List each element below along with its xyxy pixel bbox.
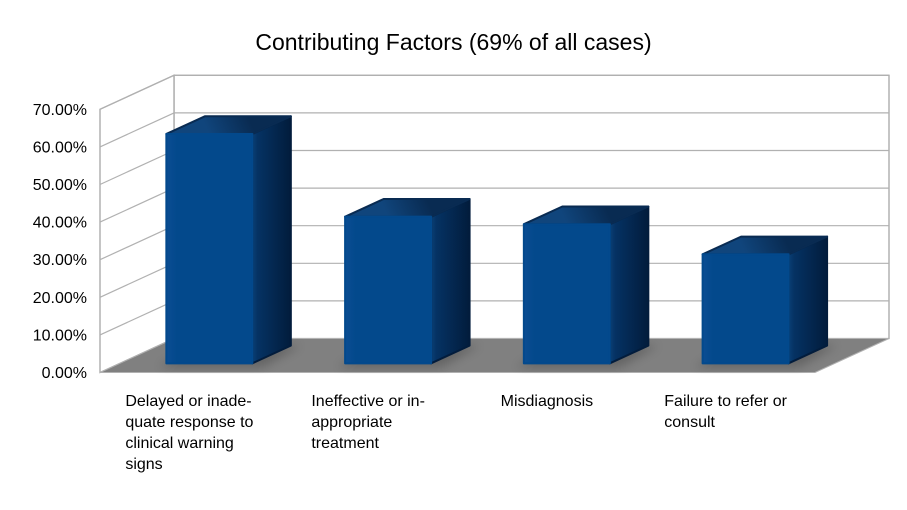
gridline-left-wall [99,112,175,148]
bar-side-face [251,115,292,365]
category-label: Misdiagnosis [500,393,594,410]
y-axis-tick-label: 20.00% [33,290,87,307]
bar-front-face [165,132,254,365]
gridline-left-wall [99,149,175,186]
y-axis-tick-label: 70.00% [33,102,87,119]
bar-side-face [430,198,471,365]
bar-front-face [344,215,433,365]
y-axis-tick-label: 10.00% [33,327,87,344]
bar-side-face [608,205,650,365]
left-wall [99,74,175,374]
bar-side-face [787,235,829,365]
gridline-left-wall [99,262,175,298]
gridline-left-wall [99,300,175,336]
y-axis-tick-label: 0.00% [42,365,87,382]
category-label: Failure to refer or consult [664,393,787,431]
category-label: Delayed or inade- quate response to clin… [125,393,254,473]
y-axis-tick-label: 30.00% [33,252,87,269]
gridline-left-wall [99,187,175,223]
chart-title: Contributing Factors (69% of all cases) [255,29,652,55]
y-axis-tick-label: 40.00% [33,215,87,232]
bar-front-face [701,253,790,365]
y-axis-tick-label: 60.00% [33,139,87,156]
gridline-left-wall [99,74,175,110]
gridline-left-wall [99,225,175,261]
bar-front-face [522,223,611,365]
y-axis-tick-label: 50.00% [33,177,87,194]
category-label: Ineffective or in- appropriate treatment [311,393,425,452]
